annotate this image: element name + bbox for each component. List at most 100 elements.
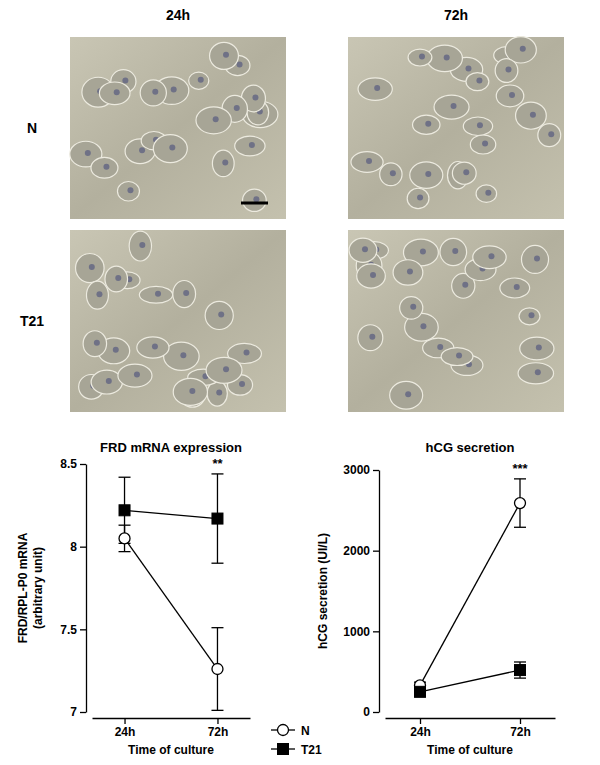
cell-shape: [519, 308, 540, 325]
cell-nucleus: [103, 164, 109, 170]
cell-nucleus: [223, 366, 229, 372]
x-axis: 24h 72h: [386, 718, 556, 739]
cell-nucleus: [520, 46, 526, 52]
cell-nucleus: [169, 145, 175, 151]
cell-shape: [235, 136, 265, 156]
cell-shape: [518, 363, 553, 384]
error-bar: [211, 628, 223, 711]
cell-nucleus: [362, 246, 368, 252]
cell-nucleus: [237, 61, 243, 67]
cell-nucleus: [370, 272, 376, 278]
y-axis-title: FRD/RPL-P0 mRNA: [16, 532, 30, 643]
cell-shape: [400, 297, 423, 320]
error-bar-cap: [211, 710, 223, 711]
y-tick: 3000: [343, 463, 379, 477]
data-point: [415, 686, 426, 697]
cell-shape: [357, 264, 386, 288]
legend-label: T21: [301, 743, 322, 757]
scale-bar: [241, 202, 268, 205]
x-tick-label: 72h: [510, 725, 531, 739]
x-tick: 24h: [115, 718, 136, 739]
cell-nucleus: [152, 343, 158, 349]
cell-nucleus: [171, 87, 177, 93]
cell-nucleus: [374, 85, 380, 91]
cell-nucleus: [417, 194, 423, 200]
cell-shape: [407, 188, 429, 208]
error-bar-cap: [211, 473, 223, 474]
data-point: [119, 505, 130, 516]
cell-nucleus: [420, 323, 426, 329]
error-bar-cap: [119, 477, 131, 478]
data-point: [515, 498, 526, 509]
x-tick: 72h: [510, 718, 531, 739]
cell-shape: [76, 253, 105, 282]
chart-title: FRD mRNA expression: [100, 440, 242, 455]
micrograph: [70, 37, 286, 219]
cell-nucleus: [96, 291, 102, 297]
cell-shape: [153, 135, 187, 163]
significance-annotation: **: [212, 456, 223, 471]
cell-shape: [500, 278, 530, 298]
cell-nucleus: [85, 150, 91, 156]
cell-shape: [440, 238, 467, 265]
cell-nucleus: [488, 253, 494, 259]
cell-nucleus: [509, 92, 515, 98]
legend-entry: T21: [271, 743, 322, 757]
error-bar: [211, 474, 223, 563]
cell-shape: [516, 102, 547, 129]
cell-nucleus: [485, 190, 491, 196]
x-axis-line: [93, 718, 251, 719]
x-axis: 24h72h: [93, 718, 251, 739]
cell-shape: [473, 246, 506, 269]
error-bar: [514, 479, 526, 527]
cell-nucleus: [477, 122, 483, 128]
cell-nucleus: [476, 78, 482, 84]
micrograph-background: [348, 37, 564, 219]
y-tick: 1000: [343, 625, 379, 639]
cell-shape: [99, 82, 130, 105]
cell-nucleus: [253, 196, 259, 202]
y-tick-mark: [373, 470, 379, 471]
micrograph: [348, 230, 564, 412]
cell-nucleus: [465, 65, 471, 71]
cell-nucleus: [113, 347, 119, 353]
data-point: [119, 533, 130, 544]
cell-shape: [466, 73, 489, 91]
plot-marks: [119, 474, 224, 710]
y-tick: 8: [70, 540, 86, 554]
y-axis-title: (arbitrary unit): [31, 547, 45, 629]
y-axis-line: [379, 471, 380, 713]
y-tick-mark: [80, 464, 86, 465]
cell-nucleus: [514, 284, 520, 290]
cell-nucleus: [456, 353, 462, 359]
cell-nucleus: [425, 121, 431, 127]
plot-marks: [414, 479, 526, 697]
legend-marker: [278, 744, 289, 755]
cell-shape: [520, 337, 554, 360]
error-bar-cap: [514, 527, 526, 528]
column-label: 72h: [444, 7, 468, 23]
cell-shape: [408, 49, 432, 66]
x-axis-title: Time of culture: [128, 743, 214, 757]
legend: NT21: [271, 724, 322, 757]
cell-nucleus: [127, 187, 133, 193]
cell-shape: [393, 260, 423, 285]
cell-shape: [413, 115, 440, 134]
cell-nucleus: [134, 372, 140, 378]
y-tick-mark: [373, 712, 379, 713]
y-tick-label: 3000: [343, 463, 370, 477]
cell-nucleus: [239, 381, 245, 387]
chart-title: hCG secretion: [426, 440, 515, 455]
photo-panels: 24h72hNT21: [20, 7, 564, 412]
cell-shape: [105, 266, 128, 292]
series-line: [125, 510, 218, 518]
cell-shape: [83, 331, 106, 357]
x-tick: 24h: [410, 718, 431, 739]
cell-shape: [351, 152, 383, 173]
cell-nucleus: [452, 248, 458, 254]
x-tick-label: 24h: [115, 725, 136, 739]
cell-shape: [91, 157, 118, 178]
cell-nucleus: [536, 345, 542, 351]
cell-shape: [243, 189, 267, 211]
x-tick-mark: [420, 718, 421, 724]
